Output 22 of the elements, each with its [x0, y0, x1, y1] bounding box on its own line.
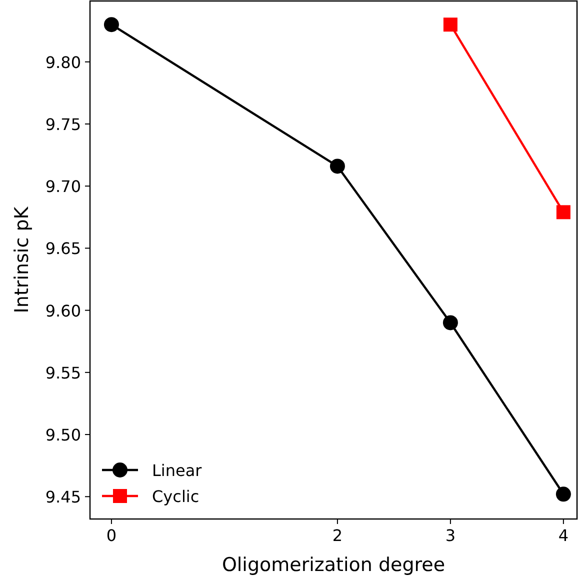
x-tick-label: 0 — [106, 526, 117, 545]
point — [104, 17, 119, 32]
legend-label: Linear — [152, 461, 202, 480]
point — [330, 158, 345, 174]
y-tick-label: 9.65 — [45, 239, 81, 258]
point — [556, 486, 571, 502]
point — [443, 18, 458, 32]
x-tick-label: 3 — [445, 526, 456, 545]
y-tick-label: 9.75 — [45, 114, 81, 134]
x-axis-title: Oligomerization degree — [222, 554, 446, 576]
x-tick-label: 2 — [332, 526, 343, 545]
x-tick-label: 4 — [558, 526, 569, 545]
y-axis-title: Intrinsic pK — [11, 206, 33, 314]
y-tick-label: 9.45 — [45, 488, 81, 507]
legend-label: Cyclic — [152, 487, 200, 506]
point — [556, 205, 570, 220]
y-tick-label: 9.80 — [45, 52, 81, 72]
y-tick-label: 9.50 — [45, 426, 81, 445]
y-tick-label: 9.60 — [45, 301, 81, 320]
point — [442, 315, 458, 330]
y-tick-label: 9.55 — [45, 363, 81, 382]
y-tick-label: 9.70 — [45, 177, 81, 196]
